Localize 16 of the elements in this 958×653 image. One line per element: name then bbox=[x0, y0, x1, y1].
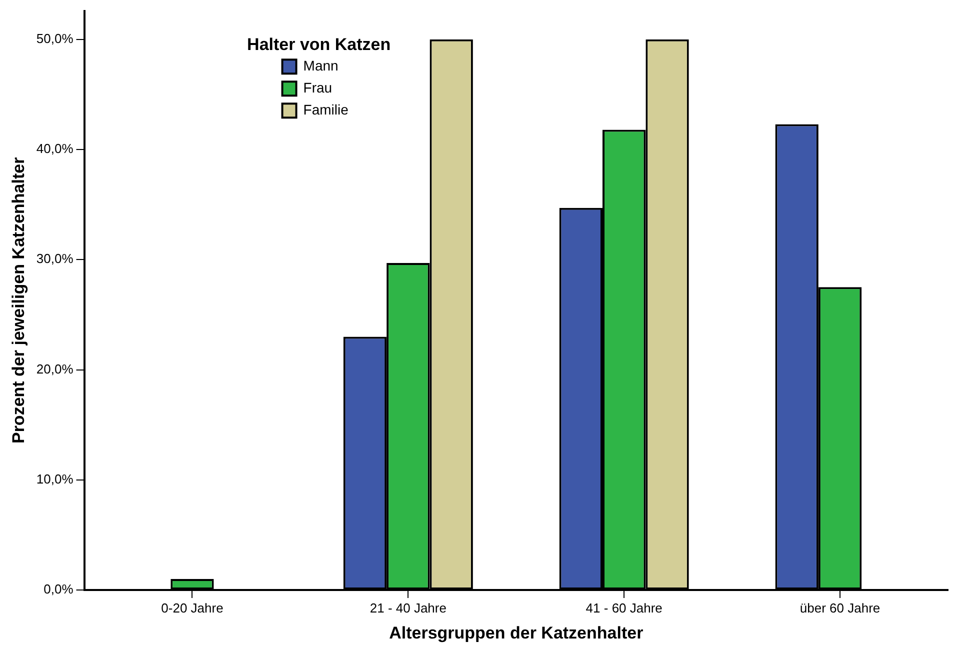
legend-label: Frau bbox=[303, 79, 332, 96]
legend-label: Familie bbox=[303, 101, 349, 118]
y-tick-label: 50,0% bbox=[36, 31, 74, 46]
x-tick-label: 0-20 Jahre bbox=[161, 600, 224, 616]
y-tick-label: 20,0% bbox=[36, 361, 74, 376]
y-tick-label: 10,0% bbox=[36, 471, 74, 486]
legend-label: Mann bbox=[303, 57, 338, 74]
y-tick-label: 0,0% bbox=[44, 582, 74, 597]
x-axis-title: Altersgruppen der Katzenhalter bbox=[389, 623, 644, 642]
y-axis-title: Prozent der jeweiligen Katzenhalter bbox=[8, 156, 28, 444]
legend-title: Halter von Katzen bbox=[247, 34, 391, 54]
y-tick-label: 40,0% bbox=[36, 141, 74, 156]
x-tick-label: über 60 Jahre bbox=[800, 600, 880, 616]
y-tick-label: 30,0% bbox=[36, 251, 74, 266]
x-tick-label: 21 - 40 Jahre bbox=[370, 600, 446, 616]
x-tick-label: 41 - 60 Jahre bbox=[586, 600, 662, 616]
